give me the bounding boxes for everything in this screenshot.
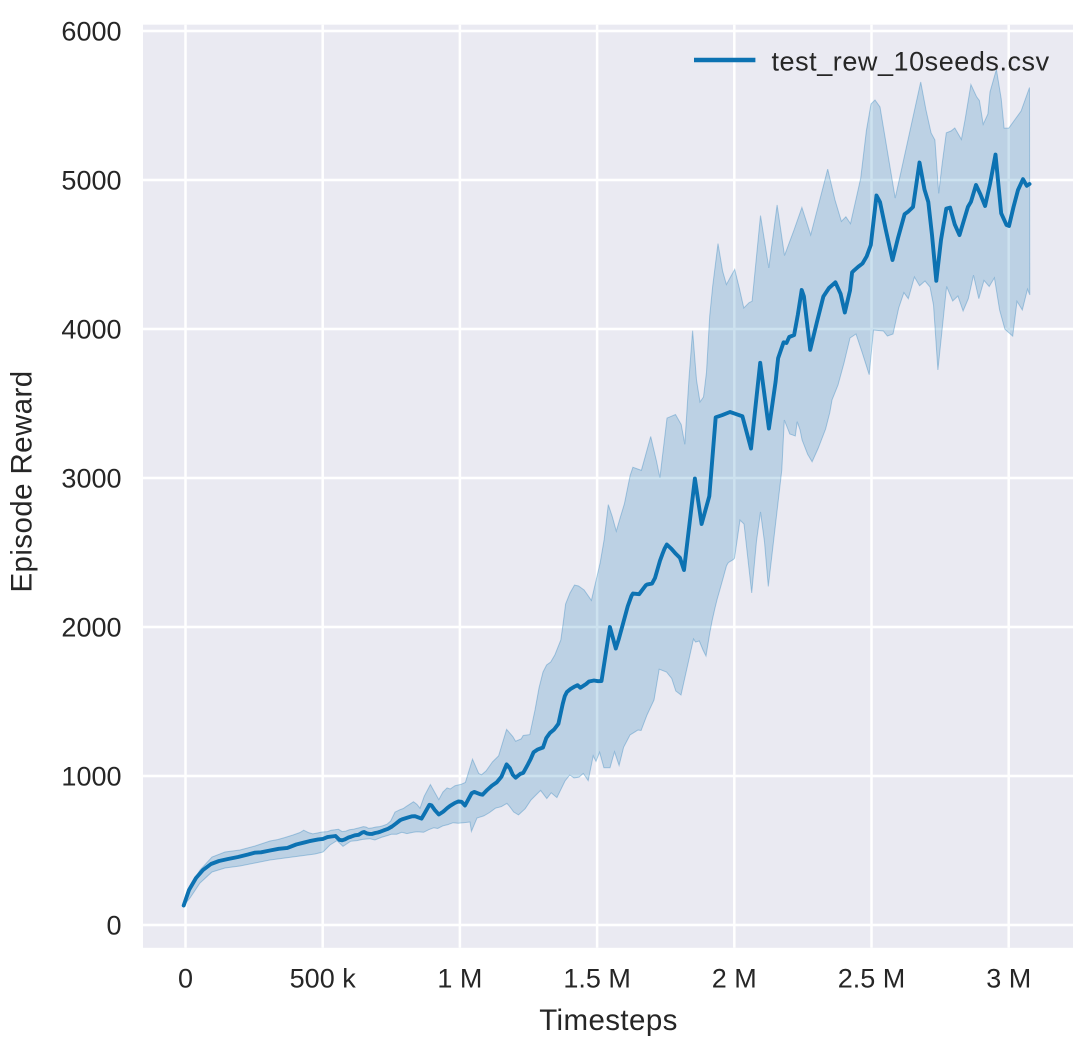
svg-text:2000: 2000 xyxy=(61,613,121,643)
svg-text:4000: 4000 xyxy=(61,315,121,345)
svg-text:1000: 1000 xyxy=(61,762,121,792)
svg-text:6000: 6000 xyxy=(61,17,121,47)
svg-text:0: 0 xyxy=(106,911,121,941)
svg-text:Episode Reward: Episode Reward xyxy=(6,370,39,592)
svg-text:2 M: 2 M xyxy=(712,964,757,994)
svg-text:5000: 5000 xyxy=(61,166,121,196)
svg-text:1 M: 1 M xyxy=(437,964,482,994)
svg-text:Timesteps: Timesteps xyxy=(539,1004,678,1037)
svg-text:3000: 3000 xyxy=(61,464,121,494)
svg-text:500 k: 500 k xyxy=(290,964,357,994)
svg-text:test_rew_10seeds.csv: test_rew_10seeds.csv xyxy=(772,46,1050,76)
svg-text:3 M: 3 M xyxy=(986,964,1031,994)
svg-text:2.5 M: 2.5 M xyxy=(838,964,906,994)
svg-text:0: 0 xyxy=(178,964,193,994)
svg-text:1.5 M: 1.5 M xyxy=(563,964,631,994)
